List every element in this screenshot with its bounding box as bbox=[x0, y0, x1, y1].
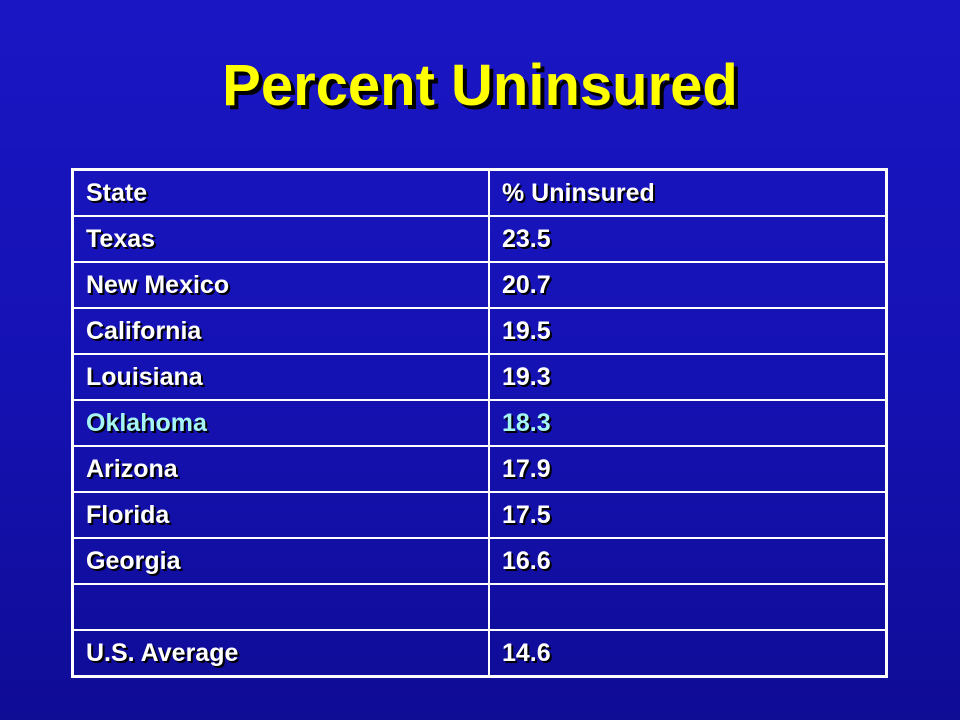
state-cell: California bbox=[71, 307, 490, 355]
state-cell: Florida bbox=[71, 491, 490, 539]
table-row: Texas 23.5 bbox=[71, 215, 888, 263]
state-cell: Georgia bbox=[71, 537, 490, 585]
header-percent-uninsured: % Uninsured bbox=[488, 168, 888, 217]
table-row-us-average: U.S. Average 14.6 bbox=[71, 629, 888, 678]
slide-title: Percent Uninsured bbox=[222, 53, 738, 118]
table-row: Louisiana 19.3 bbox=[71, 353, 888, 401]
header-state: State bbox=[71, 168, 490, 217]
value-cell: 18.3 bbox=[488, 399, 888, 447]
table-row: California 19.5 bbox=[71, 307, 888, 355]
table-header-row: State % Uninsured bbox=[71, 168, 888, 217]
state-cell: Louisiana bbox=[71, 353, 490, 401]
table-row: Georgia 16.6 bbox=[71, 537, 888, 585]
uninsured-table: State % Uninsured Texas 23.5 New Mexico … bbox=[71, 168, 888, 678]
table-row: New Mexico 20.7 bbox=[71, 261, 888, 309]
value-cell: 17.9 bbox=[488, 445, 888, 493]
table-row-blank bbox=[71, 583, 888, 631]
value-cell: 19.3 bbox=[488, 353, 888, 401]
state-cell: Oklahoma bbox=[71, 399, 490, 447]
value-cell: 14.6 bbox=[488, 629, 888, 678]
state-cell bbox=[71, 583, 490, 631]
value-cell: 16.6 bbox=[488, 537, 888, 585]
state-cell: Arizona bbox=[71, 445, 490, 493]
table-row: Florida 17.5 bbox=[71, 491, 888, 539]
value-cell: 20.7 bbox=[488, 261, 888, 309]
value-cell: 23.5 bbox=[488, 215, 888, 263]
value-cell bbox=[488, 583, 888, 631]
state-cell: New Mexico bbox=[71, 261, 490, 309]
table-row-highlighted: Oklahoma 18.3 bbox=[71, 399, 888, 447]
table-row: Arizona 17.9 bbox=[71, 445, 888, 493]
state-cell: U.S. Average bbox=[71, 629, 490, 678]
state-cell: Texas bbox=[71, 215, 490, 263]
value-cell: 17.5 bbox=[488, 491, 888, 539]
value-cell: 19.5 bbox=[488, 307, 888, 355]
